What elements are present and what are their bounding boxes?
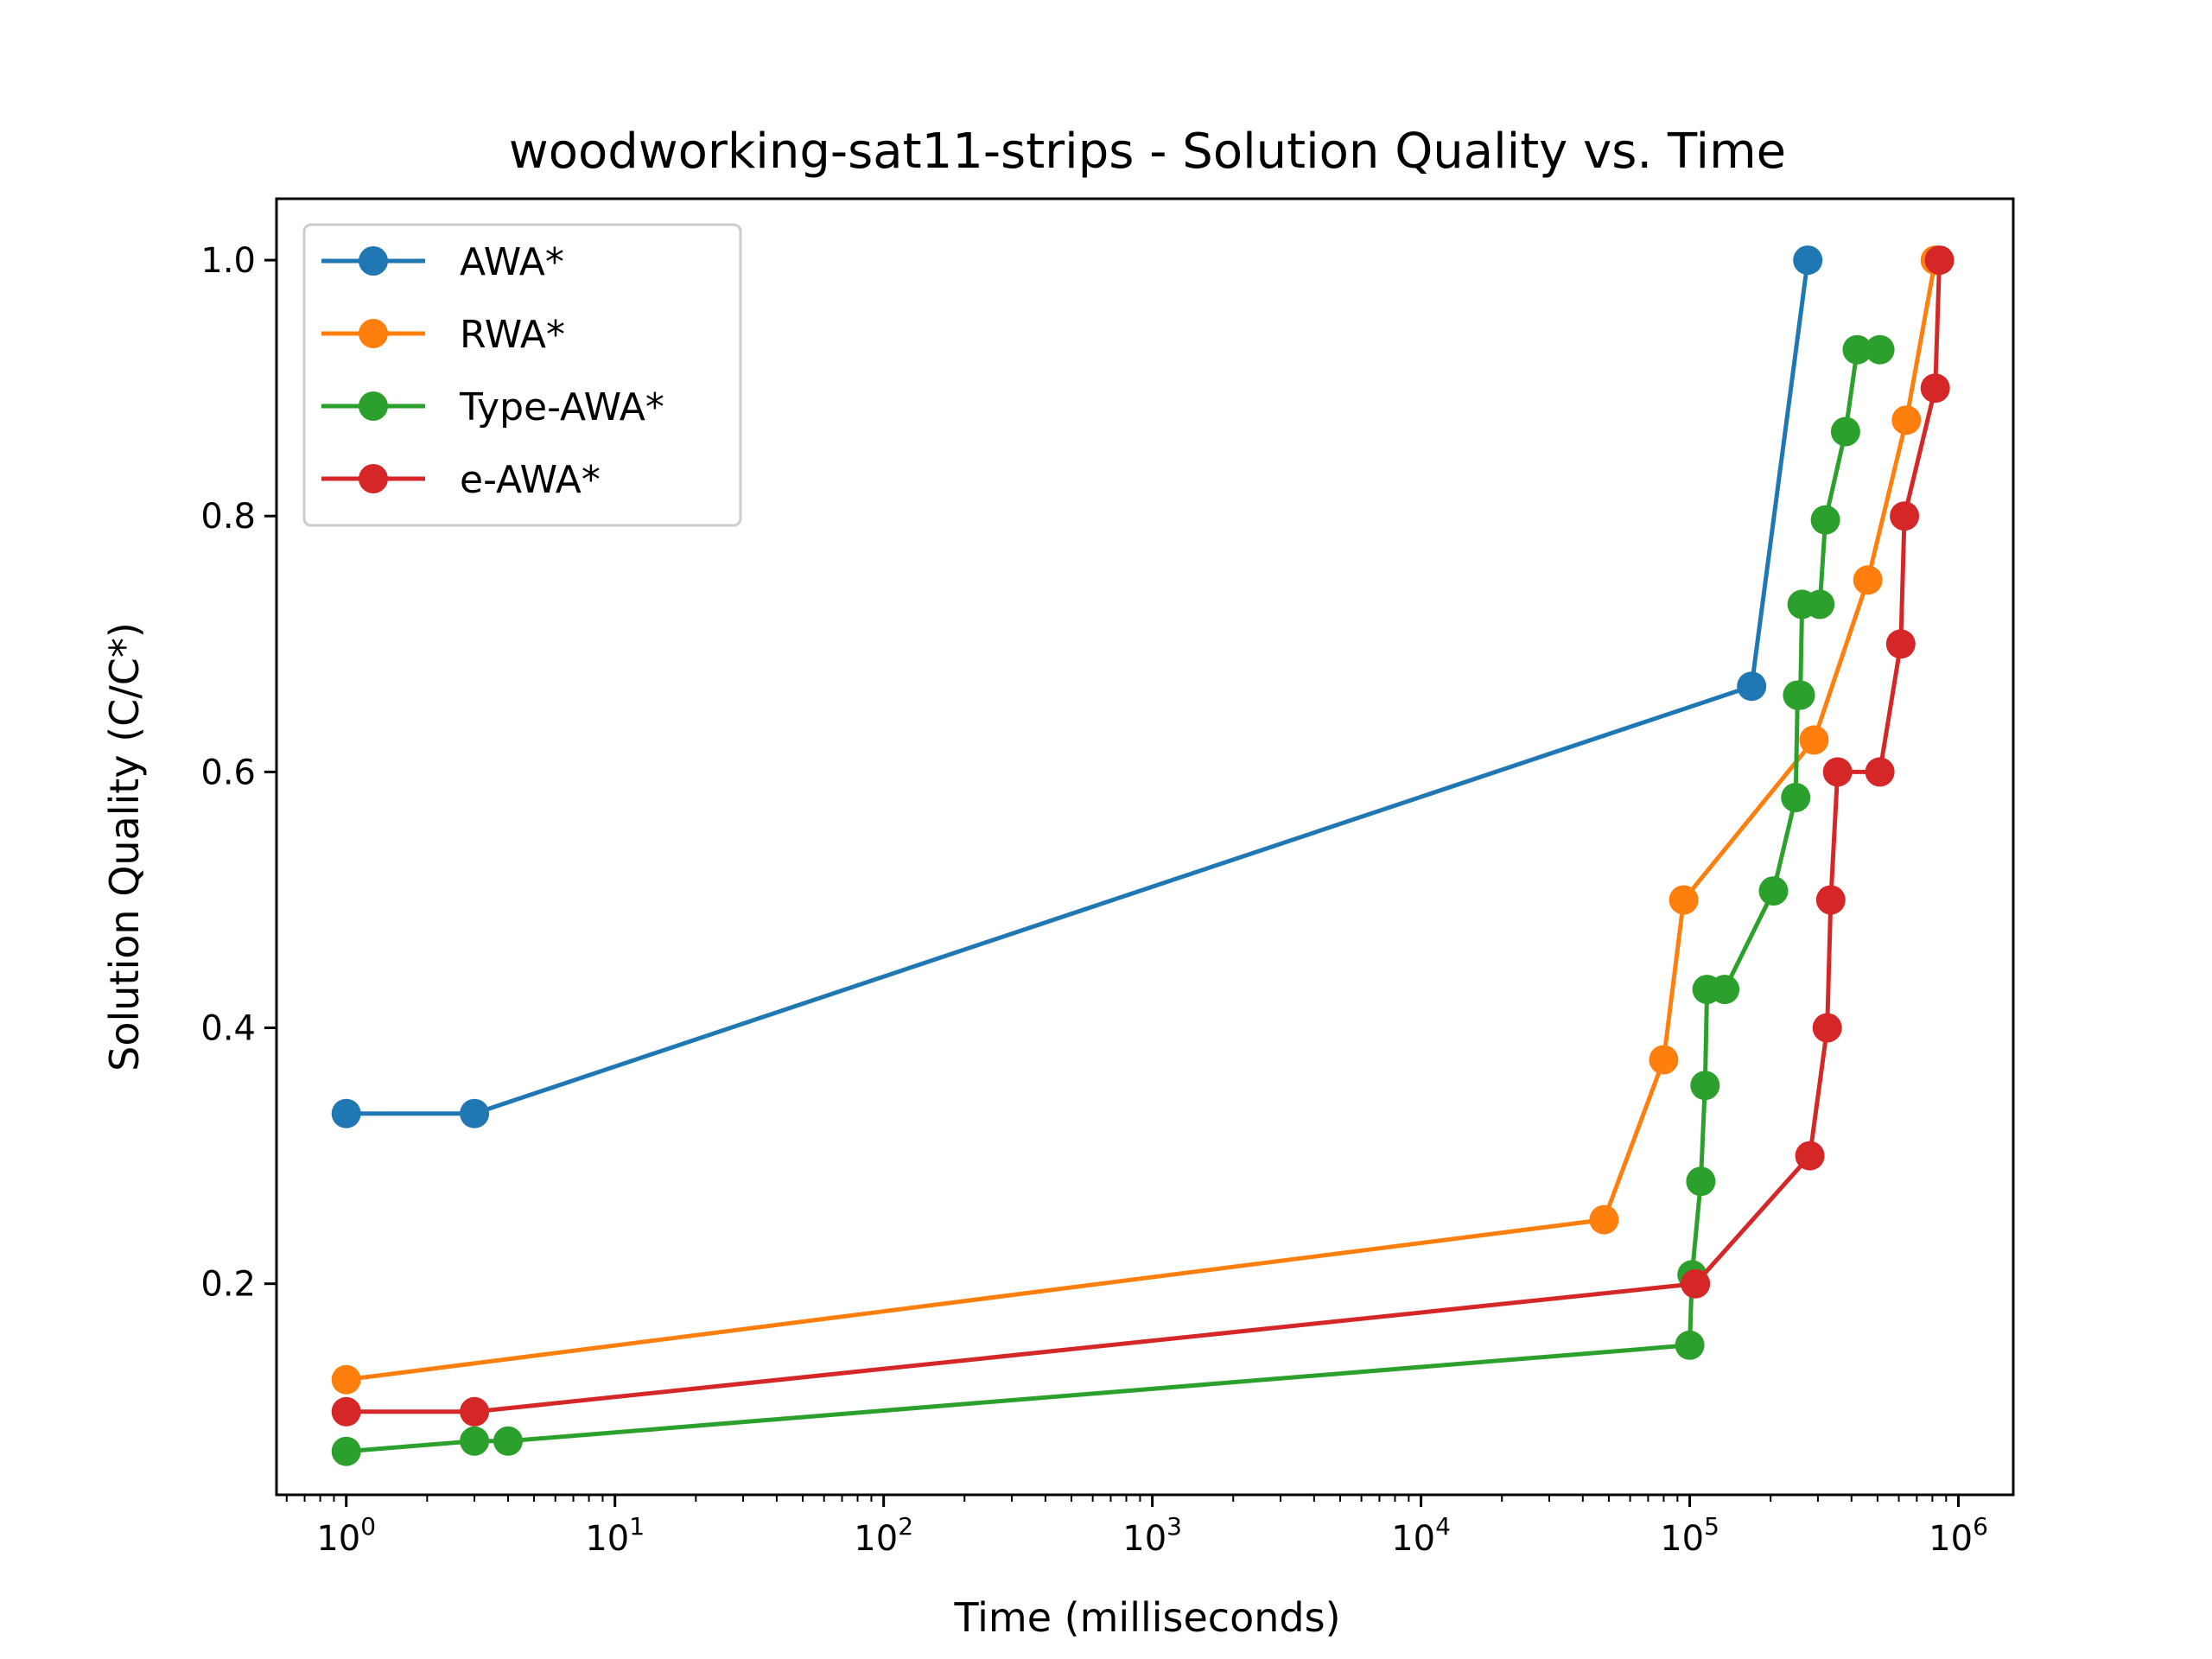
data-point — [460, 1396, 490, 1427]
series-line-3 — [344, 257, 1942, 1414]
y-axis-label: Solution Quality (C/C*) — [101, 622, 148, 1071]
series-2 — [331, 334, 1895, 1466]
plot-area — [331, 245, 1955, 1466]
data-point — [331, 1436, 361, 1466]
data-point — [1812, 1013, 1842, 1043]
data-point — [1781, 783, 1811, 812]
legend-marker — [359, 319, 388, 348]
x-tick-label: 102 — [854, 1512, 913, 1559]
data-point — [1822, 757, 1853, 787]
data-point — [1793, 245, 1823, 276]
data-point — [1795, 1141, 1825, 1171]
y-axis: 0.2 0.4 0.6 0.8 1.0 — [200, 241, 276, 1305]
data-point — [1830, 416, 1860, 447]
data-point — [331, 1364, 361, 1395]
data-point — [1891, 405, 1922, 435]
series-3 — [331, 245, 1955, 1427]
data-point — [1758, 876, 1789, 906]
legend-marker — [359, 464, 388, 493]
data-point — [1920, 373, 1950, 404]
series-line-1 — [344, 257, 1938, 1382]
series-0 — [331, 245, 1823, 1128]
data-point — [1805, 589, 1835, 620]
x-axis: 100 101 102 103 104 105 106 — [285, 1495, 1988, 1559]
legend-item: Type-AWA* — [321, 385, 664, 429]
data-point — [1675, 1330, 1705, 1360]
data-point — [1924, 245, 1955, 276]
legend-item: AWA* — [321, 240, 564, 284]
data-point — [460, 1098, 490, 1128]
data-point — [1815, 885, 1846, 915]
data-point — [1681, 1268, 1711, 1299]
x-tick-label: 105 — [1660, 1512, 1719, 1559]
data-point — [1865, 334, 1895, 365]
plot-frame — [275, 197, 2015, 1497]
legend-item: e-AWA* — [321, 458, 601, 502]
x-tick-label: 103 — [1122, 1512, 1182, 1559]
x-tick-label: 106 — [1929, 1512, 1988, 1559]
legend-marker — [359, 246, 388, 276]
legend-frame — [302, 223, 742, 527]
data-point — [1799, 725, 1829, 755]
data-point — [1669, 885, 1699, 915]
y-tick-label: 1.0 — [200, 241, 256, 281]
legend-label: e-AWA* — [460, 458, 601, 502]
y-tick-label: 0.2 — [200, 1265, 256, 1305]
data-point — [1649, 1045, 1679, 1075]
y-tick-label: 0.6 — [200, 753, 256, 792]
legend-label: Type-AWA* — [459, 385, 664, 429]
data-point — [1589, 1205, 1619, 1235]
legend-marker — [359, 391, 388, 421]
legend: AWA* RWA* Type-AWA* e-AWA* — [302, 223, 742, 527]
data-point — [1890, 501, 1920, 531]
data-point — [1686, 1166, 1716, 1197]
series-line-0 — [344, 257, 1810, 1116]
legend-item: RWA* — [321, 313, 565, 357]
x-tick-label: 101 — [585, 1512, 645, 1559]
y-tick-label: 0.8 — [200, 497, 256, 537]
data-point — [1865, 757, 1895, 787]
legend-label: RWA* — [460, 313, 565, 357]
legend-label: AWA* — [460, 240, 564, 284]
y-tick-label: 0.4 — [200, 1009, 256, 1049]
x-axis-label: Time (milliseconds) — [953, 1594, 1340, 1641]
data-point — [1842, 334, 1872, 365]
data-point — [460, 1426, 490, 1456]
chart-title: woodworking-sat11-strips - Solution Qual… — [509, 124, 1786, 180]
data-point — [1885, 629, 1916, 659]
x-tick-label: 104 — [1391, 1512, 1451, 1559]
data-point — [1785, 680, 1815, 710]
data-point — [1810, 505, 1840, 535]
data-point — [493, 1426, 523, 1456]
data-point — [331, 1098, 361, 1128]
data-point — [1690, 1071, 1720, 1101]
data-point — [1853, 565, 1883, 595]
data-point — [1737, 671, 1767, 702]
data-point — [331, 1396, 361, 1427]
x-tick-label: 100 — [316, 1512, 376, 1559]
data-point — [1710, 975, 1740, 1005]
